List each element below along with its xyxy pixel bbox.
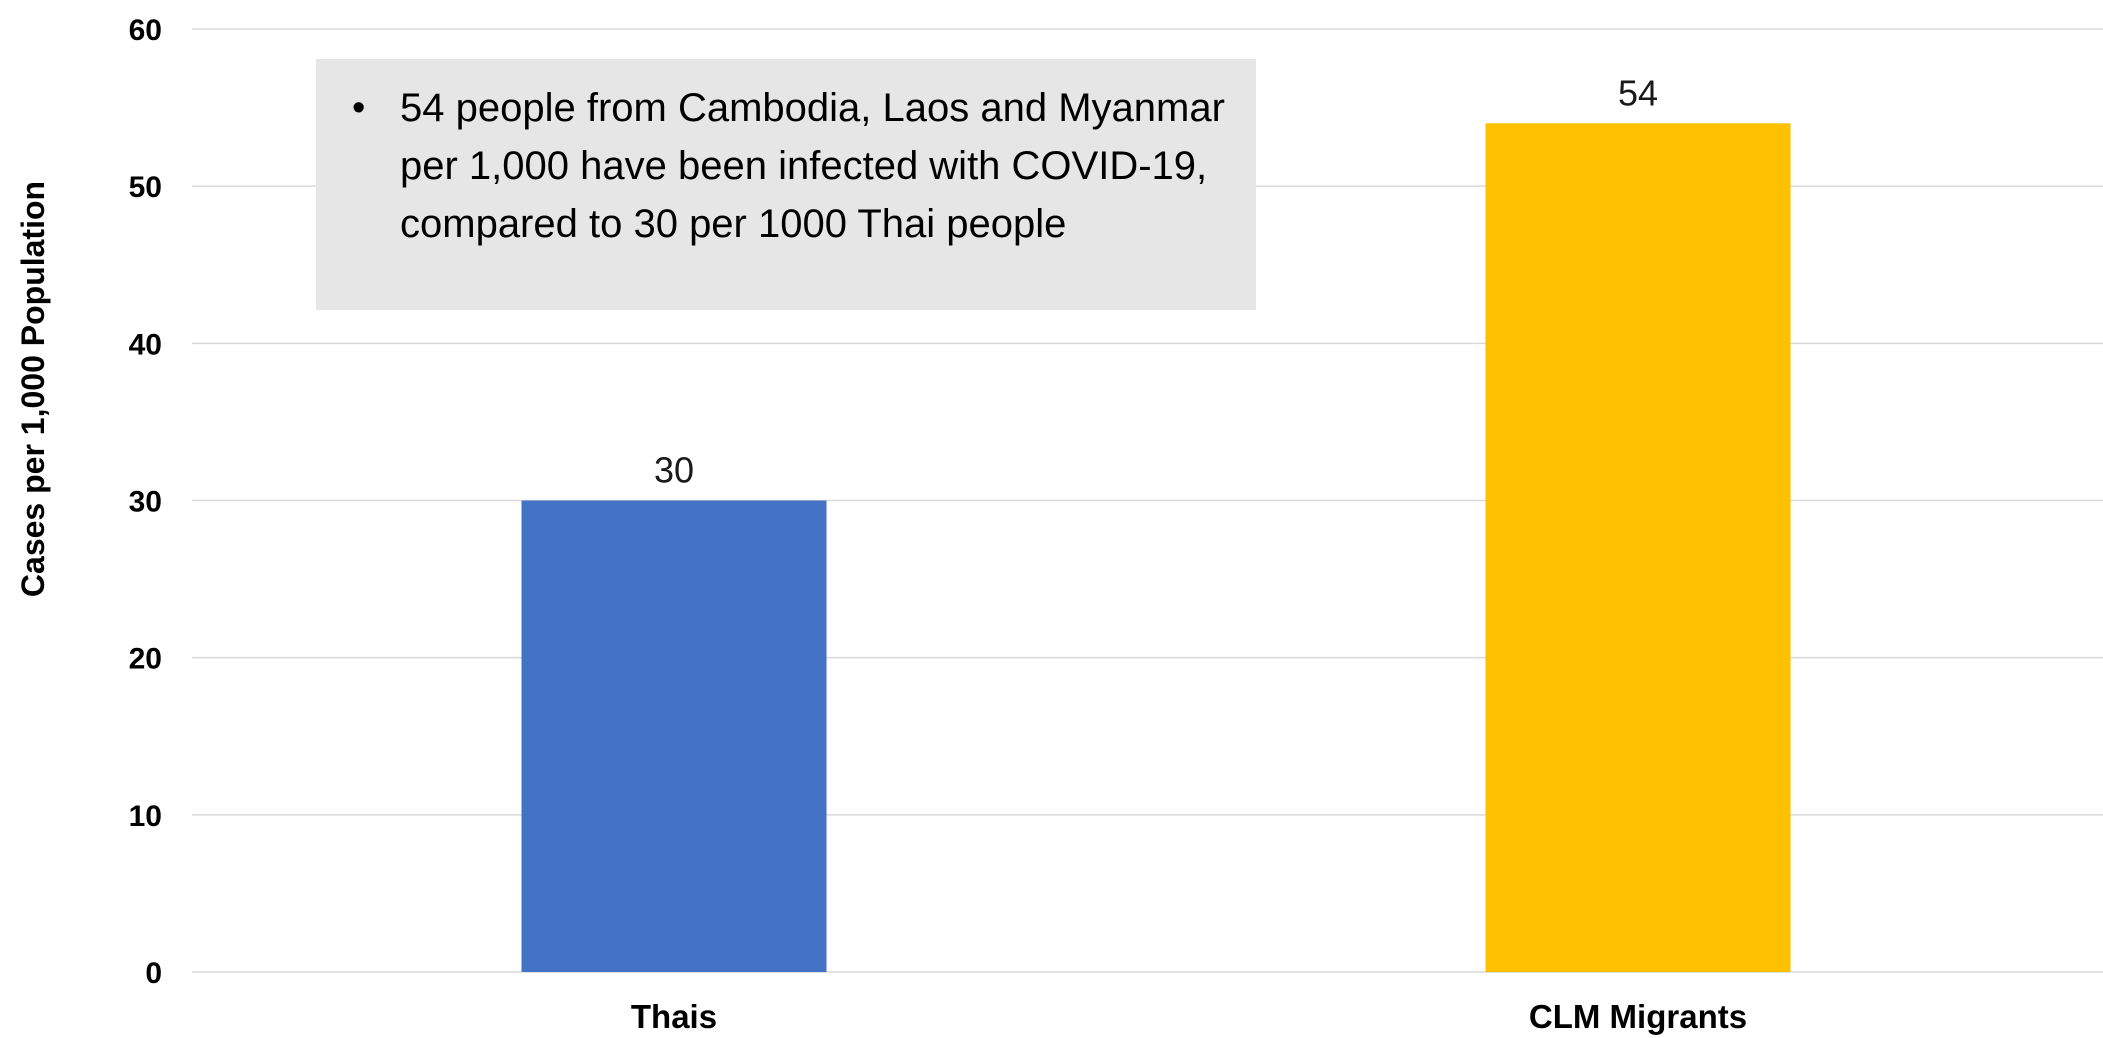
bar-thais	[521, 500, 827, 972]
y-tick-label: 50	[129, 171, 162, 204]
annotation-box: • 54 people from Cambodia, Laos and Myan…	[316, 59, 1256, 310]
y-tick-label: 40	[129, 328, 162, 361]
x-tick-label: CLM Migrants	[1529, 998, 1747, 1035]
y-tick-label: 0	[145, 957, 162, 990]
data-label: 54	[1618, 72, 1658, 113]
y-tick-label: 20	[129, 643, 162, 676]
data-labels: 30 54	[654, 72, 1658, 490]
bar-clm-migrants	[1485, 123, 1791, 973]
data-label: 30	[654, 450, 694, 491]
annotation-text: 54 people from Cambodia, Laos and Myanma…	[400, 86, 1225, 246]
y-tick-label: 60	[129, 14, 162, 47]
y-axis-title: Cases per 1,000 Population	[15, 181, 51, 597]
x-axis-ticks: Thais CLM Migrants	[631, 998, 1747, 1035]
bars	[521, 123, 1791, 973]
y-tick-label: 10	[129, 800, 162, 833]
y-axis-ticks: 0 10 20 30 40 50 60	[129, 14, 162, 990]
x-tick-label: Thais	[631, 998, 717, 1035]
y-tick-label: 30	[129, 486, 162, 519]
annotation-bullet: •	[352, 87, 366, 129]
